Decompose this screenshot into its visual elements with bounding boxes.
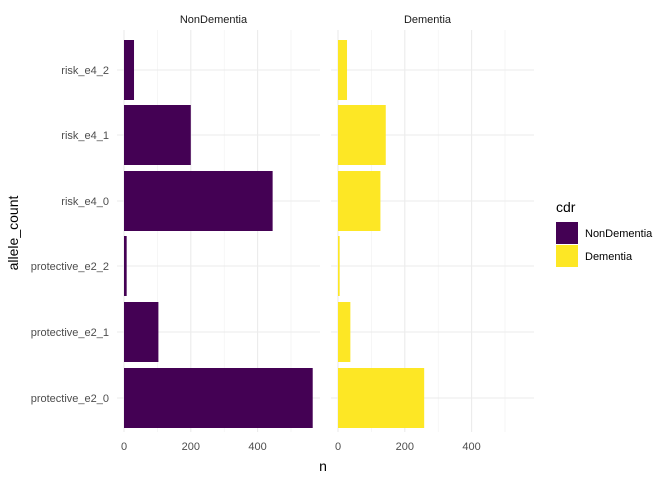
y-tick-label: protective_e2_0 bbox=[31, 393, 109, 405]
y-tick-label: protective_e2_2 bbox=[31, 261, 109, 273]
bar-nondementia-protective_e2_0 bbox=[124, 368, 313, 428]
x-tick-label: 200 bbox=[396, 441, 414, 453]
facet-panel-nondementia: NonDementia 0 200 400 bbox=[117, 14, 320, 453]
legend-label: NonDementia bbox=[585, 228, 653, 240]
bar-nondementia-protective_e2_2 bbox=[124, 236, 127, 296]
bar-dementia-protective_e2_0 bbox=[338, 368, 425, 428]
legend-label: Dementia bbox=[585, 251, 633, 263]
x-tick-label: 400 bbox=[462, 441, 480, 453]
bar-nondementia-protective_e2_1 bbox=[124, 302, 159, 362]
y-tick-label: risk_e4_2 bbox=[61, 65, 109, 77]
x-tick-label: 0 bbox=[335, 441, 341, 453]
y-axis-tick-labels: risk_e4_2 risk_e4_1 risk_e4_0 protective_e2… bbox=[31, 65, 109, 405]
legend-swatch-dementia bbox=[556, 245, 578, 267]
x-axis-title: n bbox=[319, 458, 327, 474]
bar-dementia-protective_e2_1 bbox=[338, 302, 351, 362]
facet-strip-label: Dementia bbox=[404, 14, 452, 26]
x-tick-label: 200 bbox=[182, 441, 200, 453]
facet-strip-label: NonDementia bbox=[180, 14, 248, 26]
bar-nondementia-risk_e4_2 bbox=[124, 40, 135, 100]
x-tick-label: 400 bbox=[248, 441, 266, 453]
bar-nondementia-risk_e4_1 bbox=[124, 105, 191, 165]
x-tick-label: 0 bbox=[121, 441, 127, 453]
legend-title: cdr bbox=[556, 199, 576, 215]
y-tick-label: risk_e4_0 bbox=[61, 196, 109, 208]
facet-panel-dementia: Dementia 0 200 400 bbox=[331, 14, 534, 453]
y-tick-label: protective_e2_1 bbox=[31, 327, 109, 339]
y-axis-title: allele_count bbox=[5, 196, 21, 271]
bar-dementia-risk_e4_2 bbox=[338, 40, 348, 100]
bar-dementia-risk_e4_0 bbox=[338, 171, 381, 231]
bar-nondementia-risk_e4_0 bbox=[124, 171, 273, 231]
bar-dementia-protective_e2_2 bbox=[338, 236, 340, 296]
facet-panels: NonDementia 0 200 400 Dementia 0 200 400 bbox=[117, 14, 534, 453]
legend-swatch-nondementia bbox=[556, 222, 578, 244]
y-tick-label: risk_e4_1 bbox=[61, 130, 109, 142]
bar-dementia-risk_e4_1 bbox=[338, 105, 386, 165]
legend: cdr NonDementia Dementia bbox=[556, 199, 653, 267]
